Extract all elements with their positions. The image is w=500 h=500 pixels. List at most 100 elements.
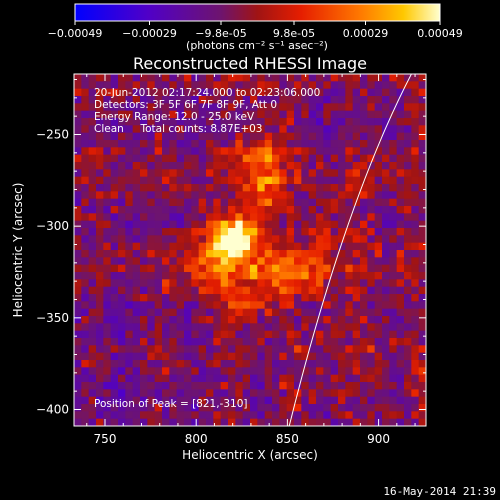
heatmap-cell (272, 404, 280, 412)
heatmap-cell (220, 308, 229, 317)
heatmap-cell (294, 264, 302, 273)
heatmap-cell (206, 404, 214, 412)
heatmap-cell (330, 279, 339, 288)
heatmap-cell (228, 294, 236, 302)
heatmap-cell (389, 382, 398, 390)
heatmap-cell (132, 257, 141, 266)
heatmap-cell (294, 316, 302, 324)
heatmap-cell (154, 418, 163, 426)
heatmap-cell (330, 352, 339, 361)
heatmap-cell (301, 279, 310, 288)
heatmap-cell (103, 338, 112, 346)
heatmap-cell (235, 198, 244, 207)
heatmap-cell (323, 198, 332, 207)
heatmap-cell (411, 110, 420, 119)
heatmap-cell (184, 110, 192, 119)
heatmap-cell (308, 103, 317, 112)
heatmap-cell (191, 220, 200, 229)
heatmap-cell (352, 169, 361, 178)
heatmap-cell (389, 169, 398, 178)
heatmap-cell (404, 103, 412, 112)
heatmap-cell (257, 206, 266, 214)
heatmap-cell (191, 235, 200, 244)
heatmap-cell (228, 191, 236, 200)
heatmap-cell (162, 411, 170, 420)
heatmap-cell (74, 272, 82, 280)
heatmap-cell (154, 308, 163, 317)
heatmap-cell (96, 147, 104, 156)
heatmap-cell (396, 323, 405, 332)
heatmap-cell (191, 316, 200, 324)
heatmap-cell (191, 191, 200, 200)
heatmap-cell (206, 294, 214, 302)
heatmap-cell (294, 286, 302, 295)
heatmap-cell (235, 169, 244, 178)
heatmap-cell (81, 191, 90, 200)
heatmap-cell (367, 206, 376, 214)
heatmap-cell (242, 242, 251, 251)
heatmap-cell (169, 213, 178, 222)
heatmap-cell (118, 118, 126, 126)
heatmap-cell (74, 154, 82, 163)
heatmap-cell (118, 220, 126, 229)
heatmap-cell (389, 96, 398, 104)
heatmap-cell (382, 206, 390, 214)
heatmap-cell (228, 213, 236, 222)
heatmap-cell (316, 125, 324, 134)
heatmap-cell (154, 257, 163, 266)
heatmap-cell (213, 228, 222, 236)
heatmap-cell (184, 396, 192, 405)
heatmap-cell (88, 118, 97, 126)
heatmap-cell (382, 169, 390, 178)
heatmap-cell (140, 213, 148, 222)
heatmap-cell (279, 125, 288, 134)
heatmap-cell (198, 279, 207, 288)
heatmap-cell (184, 213, 192, 222)
heatmap-cell (132, 382, 141, 390)
heatmap-cell (345, 316, 354, 324)
heatmap-cell (367, 396, 376, 405)
heatmap-cell (264, 169, 273, 178)
heatmap-cell (389, 323, 398, 332)
heatmap-cell (338, 316, 346, 324)
heatmap-cell (191, 88, 200, 97)
heatmap-cell (96, 213, 104, 222)
heatmap-cell (220, 140, 229, 148)
heatmap-cell (242, 213, 251, 222)
heatmap-cell (235, 345, 244, 354)
heatmap-cell (176, 198, 185, 207)
heatmap-cell (220, 198, 229, 207)
heatmap-cell (396, 235, 405, 244)
heatmap-cell (169, 404, 178, 412)
heatmap-cell (279, 140, 288, 148)
heatmap-cell (162, 96, 170, 104)
heatmap-cell (154, 81, 163, 90)
heatmap-cell (396, 367, 405, 376)
heatmap-cell (169, 140, 178, 148)
heatmap-cell (242, 294, 251, 302)
heatmap-cell (220, 88, 229, 97)
heatmap-cell (250, 169, 258, 178)
heatmap-cell (147, 264, 156, 273)
heatmap-cell (367, 103, 376, 112)
heatmap-cell (404, 389, 412, 398)
annotation-time-range: 20-Jun-2012 02:17:24.000 to 02:23:06.000 (94, 87, 320, 99)
heatmap-cell (110, 118, 119, 126)
heatmap-cell (176, 118, 185, 126)
heatmap-cell (176, 250, 185, 258)
heatmap-cell (74, 110, 82, 119)
heatmap-cell (162, 338, 170, 346)
heatmap-cell (176, 323, 185, 332)
heatmap-cell (118, 88, 126, 97)
heatmap-cell (213, 220, 222, 229)
heatmap-cell (206, 279, 214, 288)
heatmap-cell (411, 352, 420, 361)
heatmap-cell (264, 147, 273, 156)
heatmap-cell (264, 338, 273, 346)
heatmap-cell (301, 162, 310, 170)
heatmap-cell (147, 162, 156, 170)
heatmap-cell (110, 198, 119, 207)
heatmap-cell (411, 308, 420, 317)
heatmap-cell (338, 81, 346, 90)
heatmap-cell (96, 396, 104, 405)
